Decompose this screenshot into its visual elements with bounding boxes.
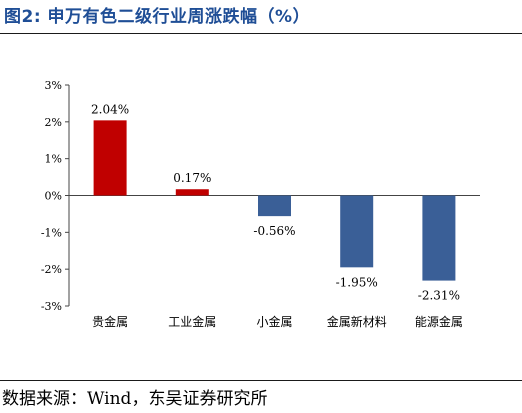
- y-tick-label: 3%: [45, 79, 62, 92]
- bar: [422, 195, 456, 281]
- y-tick-label: 2%: [45, 116, 62, 129]
- y-tick-label: 1%: [45, 153, 62, 166]
- source-note: 数据来源：Wind，东吴证券研究所: [2, 389, 268, 409]
- y-tick-label: -1%: [41, 226, 62, 239]
- bar-value-label: -1.95%: [336, 275, 378, 289]
- bottom-rule: [0, 380, 522, 381]
- bar: [175, 189, 209, 196]
- y-tick-label: -3%: [41, 300, 62, 313]
- figure-title: 图2: 申万有色二级行业周涨跌幅（%）: [4, 7, 311, 27]
- bar-value-label: 0.17%: [173, 171, 211, 185]
- bar-value-label: -2.31%: [418, 289, 460, 303]
- bar: [93, 120, 127, 196]
- x-category-label: 贵金属: [92, 314, 128, 329]
- y-tick-label: -2%: [41, 263, 62, 276]
- x-category-label: 金属新材料: [327, 314, 387, 329]
- bar: [340, 195, 374, 268]
- bar-value-label: -0.56%: [253, 224, 295, 238]
- bar: [258, 195, 291, 217]
- x-category-label: 小金属: [256, 314, 292, 329]
- top-rule: [0, 33, 522, 34]
- x-category-label: 工业金属: [168, 314, 216, 329]
- bar-value-label: 2.04%: [91, 102, 129, 116]
- x-category-label: 能源金属: [415, 314, 463, 329]
- y-tick-label: 0%: [45, 190, 62, 203]
- bar-chart: 3% 2% 1% 0% -1% -2% -3% 2.04% 贵金属 0.17% 工业金属 -0.56%…: [41, 79, 480, 329]
